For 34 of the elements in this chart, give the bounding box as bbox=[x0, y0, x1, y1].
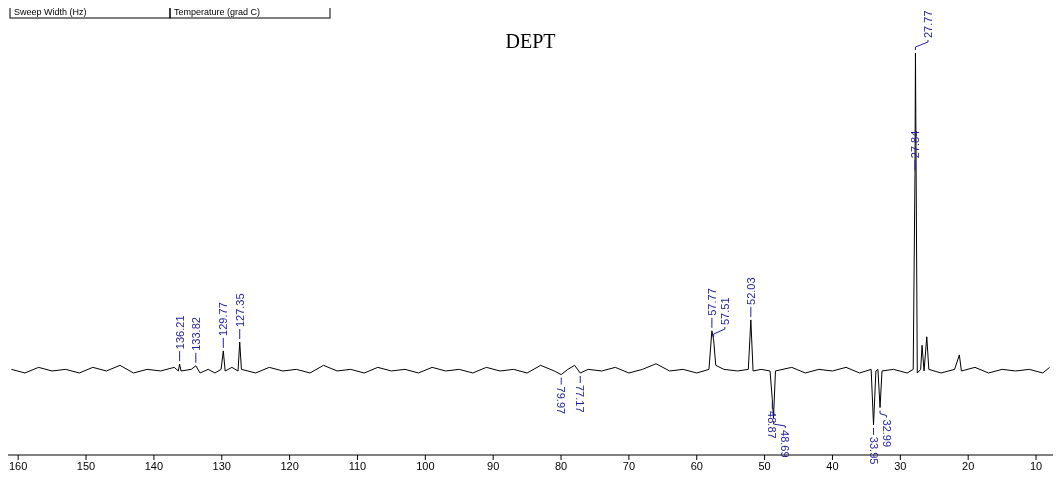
annotation: 48.69 bbox=[779, 430, 792, 458]
x-tick-label: 60 bbox=[690, 460, 703, 472]
x-tick-label: 160 bbox=[9, 460, 28, 472]
x-tick-label: 90 bbox=[487, 460, 500, 472]
text: Temperature (grad C) bbox=[174, 7, 261, 17]
x-tick-label: 70 bbox=[622, 460, 636, 472]
x-tick-label: 110 bbox=[348, 460, 367, 472]
x-tick-label: 10 bbox=[1029, 460, 1043, 472]
annotation: 27.84 bbox=[908, 130, 921, 159]
x-tick-label: 130 bbox=[212, 460, 231, 472]
annotation: 77.17 bbox=[574, 384, 587, 413]
chart-title: DEPT bbox=[505, 30, 556, 52]
annotation: 133.82 bbox=[189, 317, 202, 351]
annotation: 79.97 bbox=[555, 386, 568, 415]
annotation: 52.03 bbox=[744, 277, 757, 305]
x-tick-label: 140 bbox=[144, 460, 164, 472]
annotation: 27.77 bbox=[921, 10, 934, 38]
annotation: 57.51 bbox=[718, 297, 731, 326]
x-tick-label: 40 bbox=[826, 460, 839, 472]
text: Sweep Width (Hz) bbox=[14, 7, 87, 17]
x-tick-label: 80 bbox=[554, 460, 568, 472]
annotation: 57.77 bbox=[705, 288, 718, 316]
annotation: 129.77 bbox=[217, 302, 230, 336]
annotation: 32.99 bbox=[880, 419, 893, 448]
x-tick-label: 100 bbox=[416, 460, 435, 472]
x-tick-label: 120 bbox=[280, 460, 299, 472]
x-tick-label: 30 bbox=[894, 460, 907, 472]
annotation: 127.35 bbox=[233, 293, 246, 328]
annotation: 136.21 bbox=[173, 315, 186, 350]
annotation: 48.87 bbox=[766, 411, 779, 439]
x-tick-label: 20 bbox=[962, 460, 975, 472]
x-tick-label: 150 bbox=[76, 460, 96, 472]
x-tick-label: 50 bbox=[758, 460, 771, 472]
annotation: 33.95 bbox=[867, 436, 880, 465]
